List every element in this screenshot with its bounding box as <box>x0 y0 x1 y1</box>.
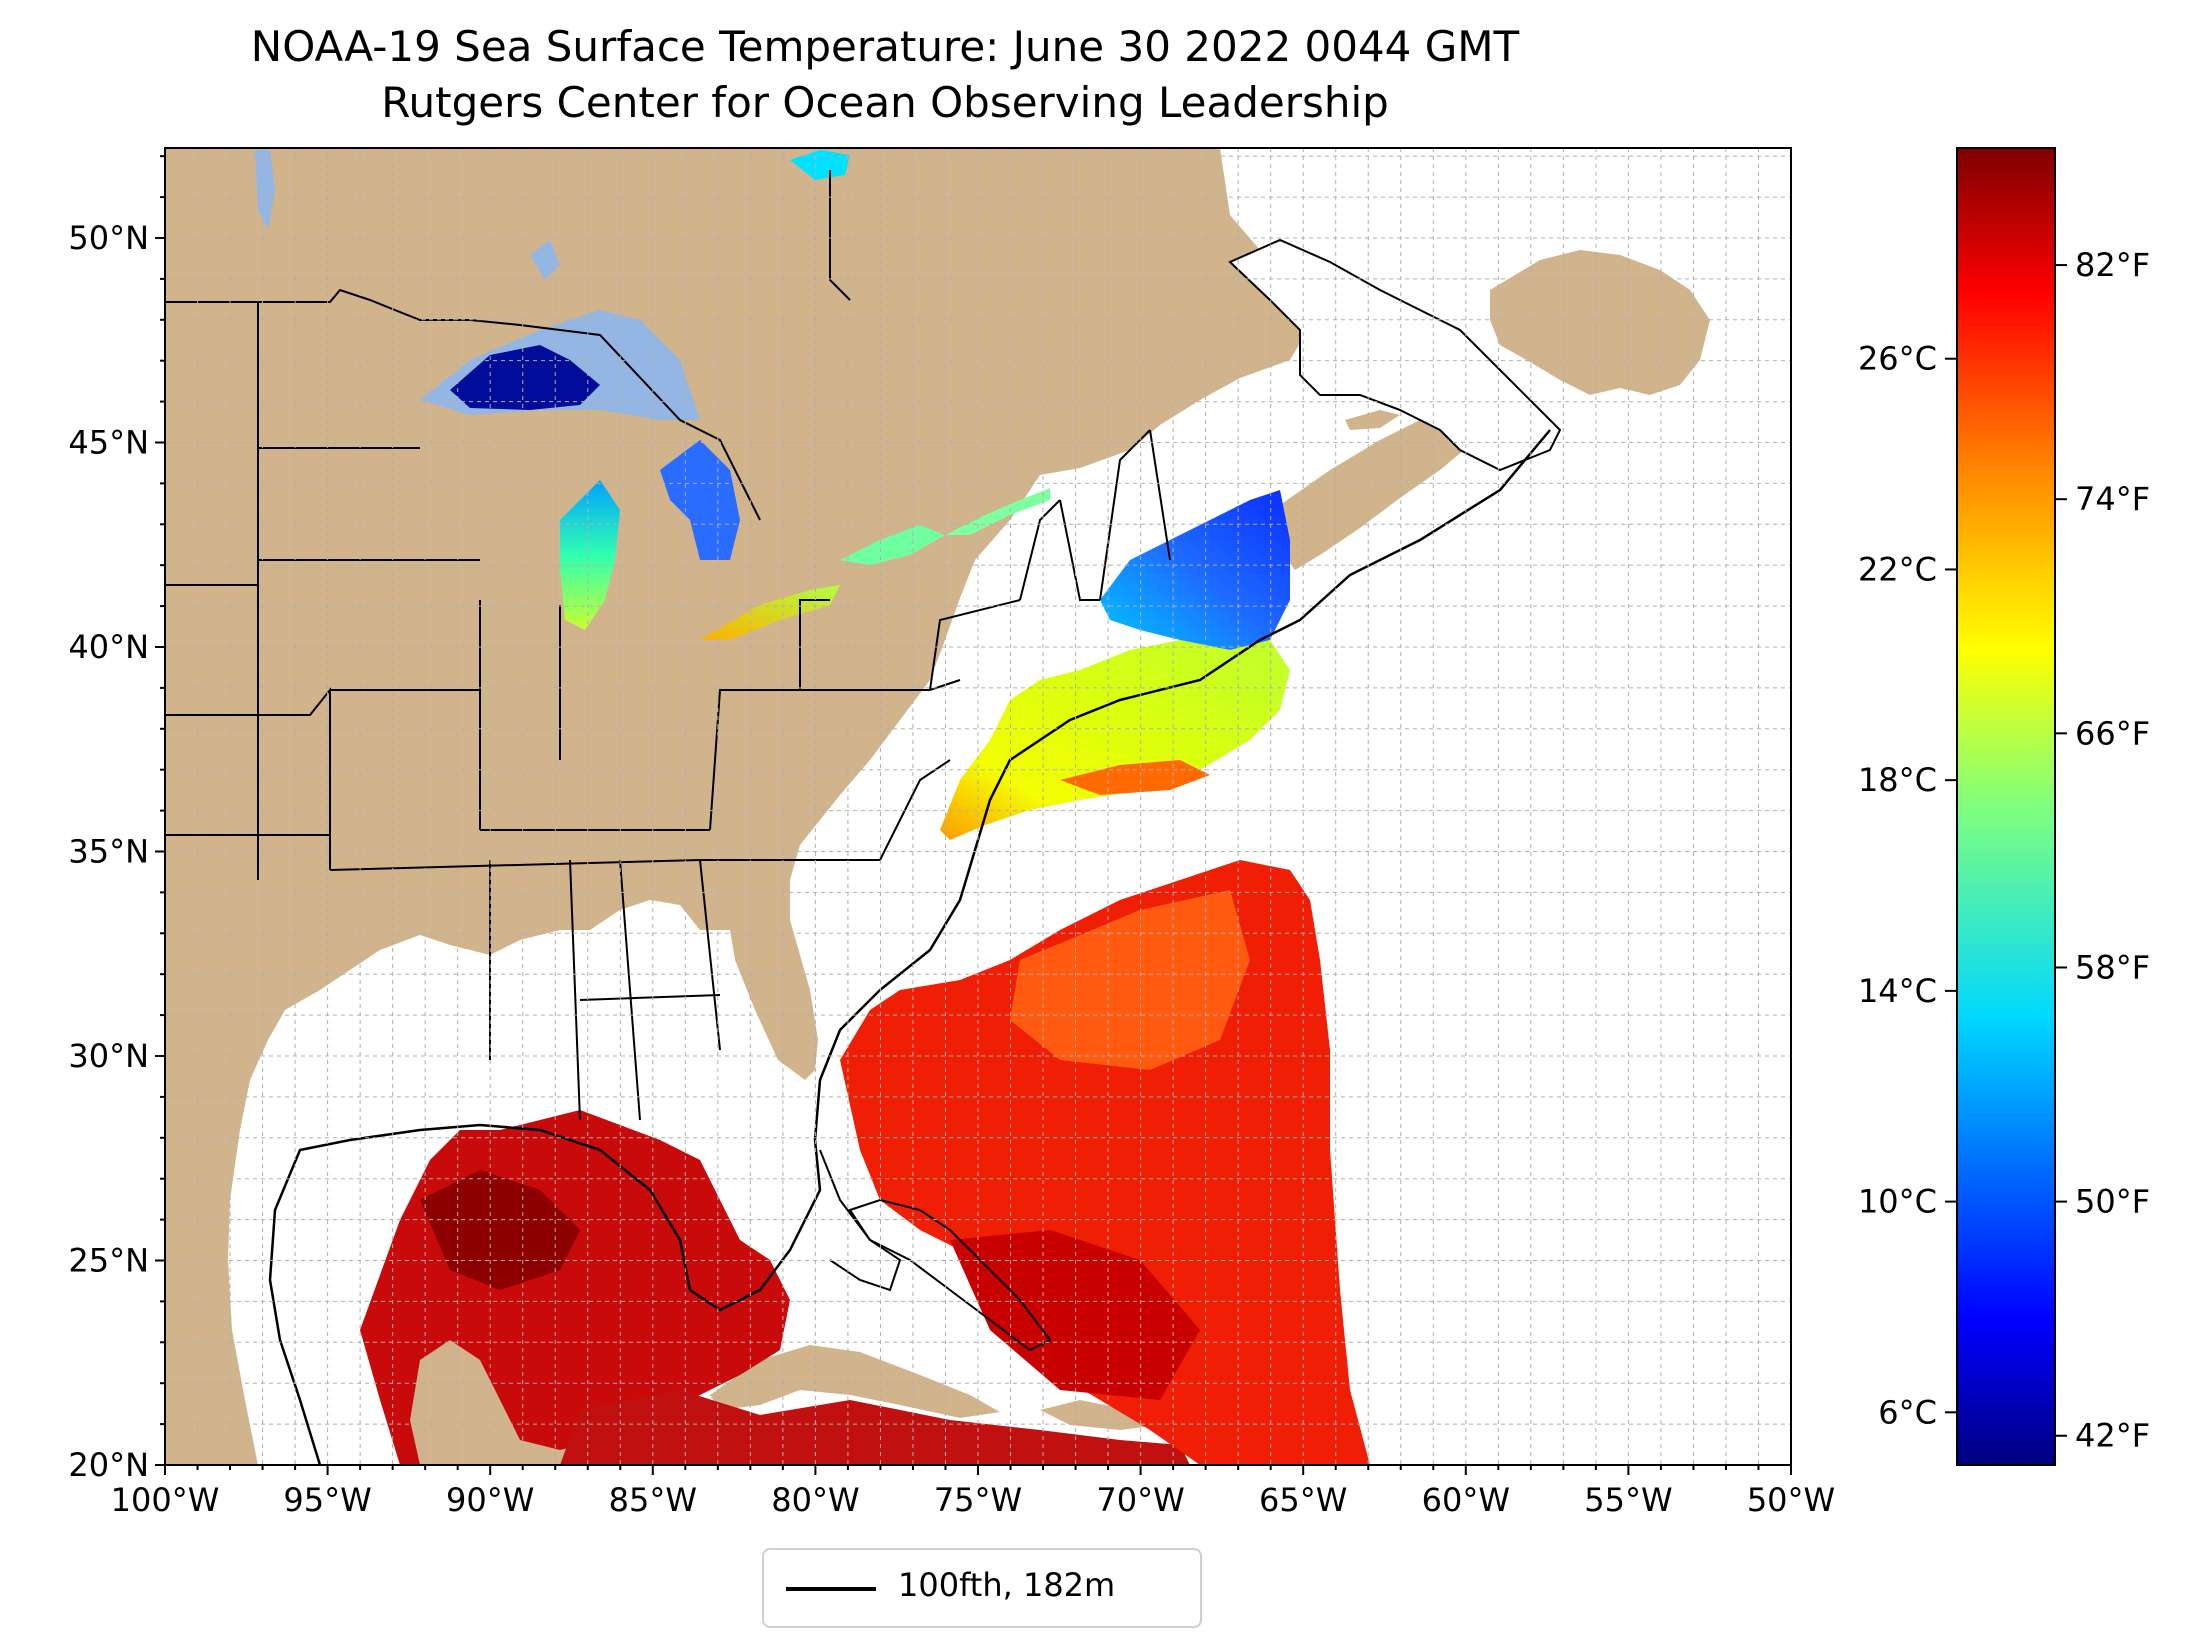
colorbar-fahrenheit-label: 74°F <box>2075 480 2150 518</box>
lake-winnipeg-area <box>255 150 275 230</box>
x-tick-label: 85°W <box>609 1481 697 1519</box>
isobath-gulf-shelf <box>819 1149 902 1292</box>
colorbar <box>1956 147 2056 1466</box>
land <box>165 148 1330 1465</box>
land-cuba <box>710 1345 1000 1418</box>
y-tick-label: 30°N <box>68 1037 149 1075</box>
map-area <box>165 148 1791 1465</box>
x-tick-label: 70°W <box>1096 1481 1184 1519</box>
x-axis-ticks: 100°W 95°W 90°W 85°W 80°W 75°W 70°W 65°W 60°W 55°… <box>111 1465 1835 1519</box>
legend: 100fth, 182m <box>762 1548 1202 1628</box>
land-nova-scotia <box>1280 420 1470 570</box>
lake-erie <box>700 585 840 640</box>
x-tick-label: 90°W <box>446 1481 534 1519</box>
gridlines <box>165 148 1791 1465</box>
y-tick-label: 50°N <box>68 219 149 257</box>
x-tick-label: 55°W <box>1584 1481 1672 1519</box>
legend-label: 100fth, 182m <box>898 1566 1116 1604</box>
colorbar-celsius-label: 18°C <box>1858 761 1937 799</box>
colorbar-celsius-label: 6°C <box>1878 1393 1937 1431</box>
chart-subtitle: Rutgers Center for Ocean Observing Leade… <box>381 78 1389 127</box>
sst-slope-warm <box>1060 760 1210 795</box>
x-tick-label: 100°W <box>111 1481 220 1519</box>
colorbar-celsius-label: 14°C <box>1858 972 1937 1010</box>
sst-atlantic-warm <box>1010 890 1250 1070</box>
land-pei <box>1345 410 1400 430</box>
lake-ontario <box>840 525 945 565</box>
chart-title: NOAA-19 Sea Surface Temperature: June 30… <box>250 22 1520 71</box>
isobath-100fth <box>268 429 1551 1465</box>
sst-atlantic <box>840 860 1370 1465</box>
y-tick-label: 40°N <box>68 628 149 666</box>
legend-line-swatch <box>786 1587 876 1591</box>
sst-atlantic-dark <box>950 1230 1200 1400</box>
colorbar-fahrenheit-ticks: 42°F 50°F 58°F 66°F 74°F 82°F <box>2055 246 2150 1455</box>
lake-michigan <box>560 480 620 630</box>
lake-huron <box>660 440 740 560</box>
colorbar-celsius-ticks: 6°C 10°C 14°C 18°C 22°C 26°C <box>1858 340 1957 1431</box>
colorbar-fahrenheit-label: 66°F <box>2075 714 2150 752</box>
y-tick-label: 20°N <box>68 1446 149 1484</box>
x-tick-label: 65°W <box>1259 1481 1347 1519</box>
colorbar-fahrenheit-label: 50°F <box>2075 1183 2150 1221</box>
sst-lake-superior-west <box>450 345 600 410</box>
sst-gulf-of-maine <box>1100 490 1290 650</box>
x-tick-label: 60°W <box>1422 1481 1510 1519</box>
colorbar-celsius-label: 22°C <box>1858 550 1937 588</box>
lake-nipigon <box>530 240 560 280</box>
colorbar-fahrenheit-label: 58°F <box>2075 948 2150 986</box>
y-tick-label: 25°N <box>68 1241 149 1279</box>
x-tick-label: 50°W <box>1747 1481 1835 1519</box>
colorbar-celsius-label: 26°C <box>1858 340 1937 378</box>
x-tick-label: 75°W <box>934 1481 1022 1519</box>
colorbar-celsius-label: 10°C <box>1858 1183 1937 1221</box>
colorbar-fahrenheit-label: 42°F <box>2075 1417 2150 1455</box>
colorbar-fahrenheit-label: 82°F <box>2075 246 2150 284</box>
x-tick-label: 95°W <box>283 1481 371 1519</box>
st-lawrence-river <box>945 488 1050 535</box>
y-axis-ticks: 20°N 25°N 30°N 35°N 40°N 45°N 50°N <box>68 155 165 1484</box>
sst-mid-atlantic <box>940 640 1290 840</box>
hudson-bay-sst <box>790 150 850 180</box>
political-borders <box>165 170 1171 1121</box>
land-newfoundland <box>1490 250 1710 395</box>
x-tick-label: 80°W <box>771 1481 859 1519</box>
land-hispaniola <box>1040 1400 1160 1430</box>
y-tick-label: 45°N <box>68 423 149 461</box>
y-tick-label: 35°N <box>68 832 149 870</box>
sst-gulf-hotspot <box>420 1170 580 1290</box>
